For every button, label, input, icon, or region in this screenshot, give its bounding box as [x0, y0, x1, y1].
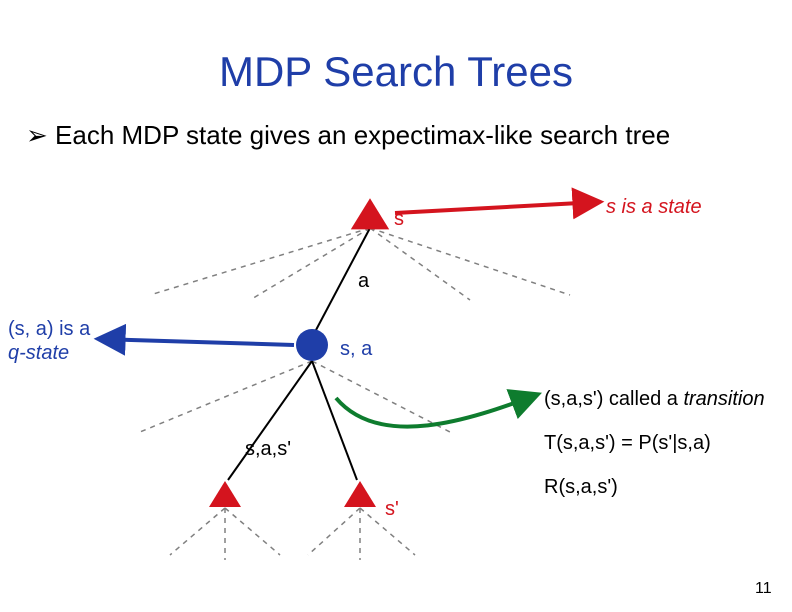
label-sas: s,a,s' [245, 438, 291, 461]
label-sa: s, a [340, 338, 372, 361]
label-s: s [394, 208, 404, 231]
slide-title: MDP Search Trees [0, 48, 792, 96]
bullet-text: Each MDP state gives an expectimax-like … [55, 120, 670, 150]
label-a: a [358, 270, 369, 293]
label-transition: (s,a,s') called a transition [544, 388, 765, 411]
label-s-is-state: s is a state [606, 196, 702, 219]
label-R: R(s,a,s') [544, 476, 618, 499]
label-sprime: s' [385, 498, 399, 521]
label-q-state-1: (s, a) is a [8, 318, 90, 341]
bullet-marker-icon: ➢ [26, 120, 48, 150]
label-q-state-2: q-state [8, 342, 69, 365]
bullet-item: ➢ Each MDP state gives an expectimax-lik… [26, 118, 772, 152]
page-number: 11 [755, 580, 772, 598]
label-T: T(s,a,s') = P(s'|s,a) [544, 432, 711, 455]
